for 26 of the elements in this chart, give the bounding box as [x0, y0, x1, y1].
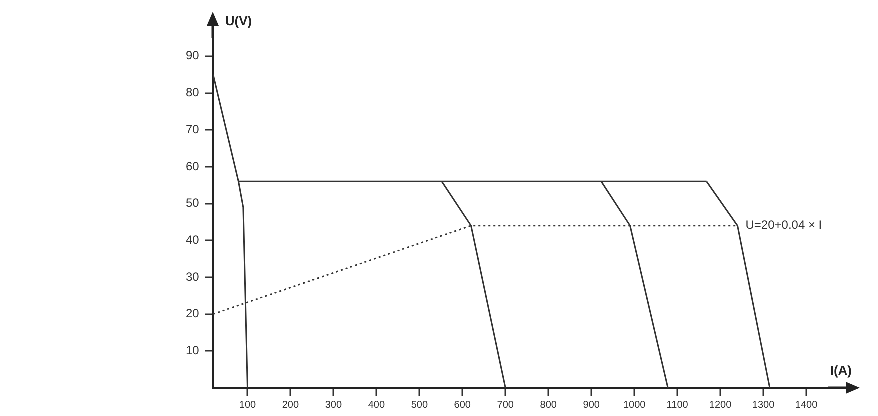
y-tick-label: 20: [186, 306, 200, 321]
x-tick-label: 1200: [709, 400, 732, 411]
y-tick-label: 60: [186, 159, 200, 174]
y-axis-title: U(V): [225, 14, 252, 29]
x-tick-label: 1000: [623, 400, 646, 411]
annotation: U=20+0.04 × I: [746, 218, 822, 232]
y-tick-label: 80: [186, 86, 200, 100]
x-tick-label: 1400: [795, 400, 818, 411]
x-tick-label: 100: [239, 400, 257, 411]
x-tick-label: 700: [497, 400, 514, 411]
x-tick-label: 600: [454, 400, 472, 411]
y-tick-label: 40: [186, 232, 200, 247]
x-tick-label: 400: [368, 400, 386, 411]
x-tick-label: 300: [325, 400, 342, 411]
x-tick-label: 1300: [752, 400, 776, 411]
x-tick-label: 500: [411, 400, 428, 411]
x-axis-title: I(A): [830, 363, 852, 378]
y-tick-label: 70: [186, 122, 200, 136]
y-tick-label: 50: [186, 196, 200, 210]
y-tick-label: 90: [186, 48, 200, 63]
x-tick-label: 1100: [666, 400, 689, 411]
x-tick-label: 900: [583, 400, 600, 411]
x-tick-label: 800: [540, 400, 558, 411]
y-tick-label: 10: [186, 343, 200, 358]
y-tick-label: 30: [186, 270, 200, 284]
x-tick-label: 200: [282, 400, 300, 411]
